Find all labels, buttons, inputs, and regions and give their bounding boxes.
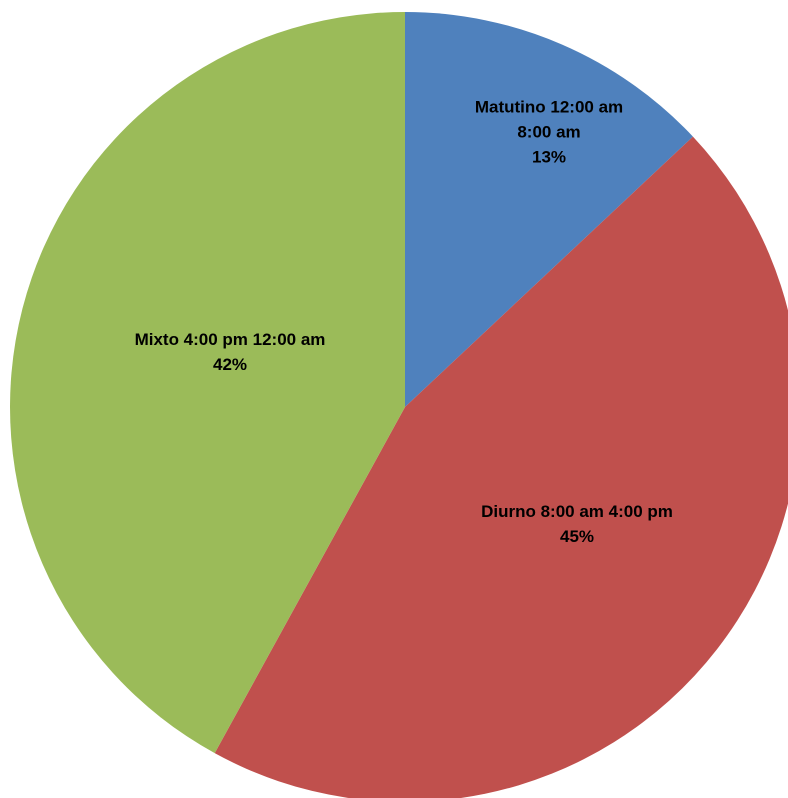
pie-slices — [10, 12, 788, 798]
slice-category-label: Matutino 12:00 am — [475, 97, 623, 116]
pie-slice-label-2: Diurno 8:00 am 4:00 pm 45% — [481, 502, 673, 546]
slice-category-label: Mixto 4:00 pm 12:00 am — [135, 330, 326, 349]
pie-slice-3 — [10, 12, 406, 754]
pie-slice-1 — [405, 12, 693, 407]
pie-labels: Matutino 12:00 am 8:00 am 13% Diurno 8:00 a… — [135, 97, 673, 546]
slice-percent-label: 45% — [560, 527, 594, 546]
slice-category-label: 8:00 am — [517, 122, 580, 141]
pie-slice-label-1: Matutino 12:00 am 8:00 am 13% — [475, 97, 623, 166]
slice-percent-label: 13% — [532, 147, 566, 166]
pie-slice-label-3: Mixto 4:00 pm 12:00 am 42% — [135, 330, 326, 374]
pie-slice-2 — [214, 136, 788, 798]
slice-percent-label: 42% — [213, 355, 247, 374]
slice-category-label: Diurno 8:00 am 4:00 pm — [481, 502, 673, 521]
